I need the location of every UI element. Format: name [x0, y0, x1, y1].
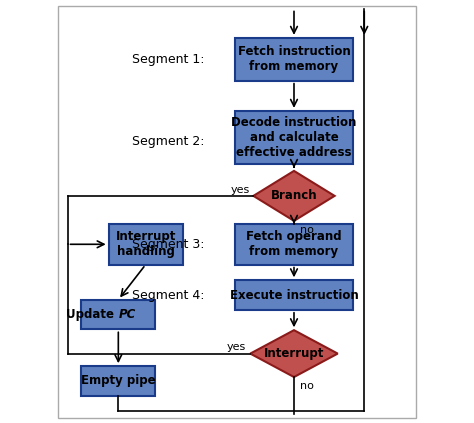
FancyBboxPatch shape [81, 300, 155, 330]
Text: no: no [300, 225, 314, 235]
Text: Update: Update [66, 308, 118, 321]
Text: yes: yes [230, 184, 249, 195]
Polygon shape [250, 330, 337, 377]
Text: PC: PC [118, 308, 136, 321]
FancyBboxPatch shape [236, 280, 353, 310]
FancyBboxPatch shape [109, 224, 183, 265]
Polygon shape [254, 171, 335, 221]
FancyBboxPatch shape [81, 366, 155, 396]
Text: Interrupt: Interrupt [264, 347, 324, 360]
Text: Branch: Branch [271, 190, 317, 202]
Text: no: no [300, 381, 314, 391]
FancyBboxPatch shape [236, 111, 353, 164]
Text: Execute instruction: Execute instruction [229, 288, 358, 302]
Text: Fetch instruction
from memory: Fetch instruction from memory [237, 45, 350, 73]
Text: Empty pipe: Empty pipe [81, 374, 155, 387]
Text: Segment 4:: Segment 4: [132, 288, 204, 302]
Text: Segment 1:: Segment 1: [132, 53, 204, 66]
FancyBboxPatch shape [236, 38, 353, 81]
Text: Fetch operand
from memory: Fetch operand from memory [246, 230, 342, 258]
Text: Segment 2:: Segment 2: [132, 135, 204, 148]
FancyBboxPatch shape [236, 224, 353, 265]
Text: Interrupt
handling: Interrupt handling [116, 230, 176, 258]
Text: Segment 3:: Segment 3: [132, 238, 204, 251]
Text: yes: yes [227, 342, 246, 352]
Text: Decode instruction
and calculate
effective address: Decode instruction and calculate effecti… [231, 116, 356, 159]
